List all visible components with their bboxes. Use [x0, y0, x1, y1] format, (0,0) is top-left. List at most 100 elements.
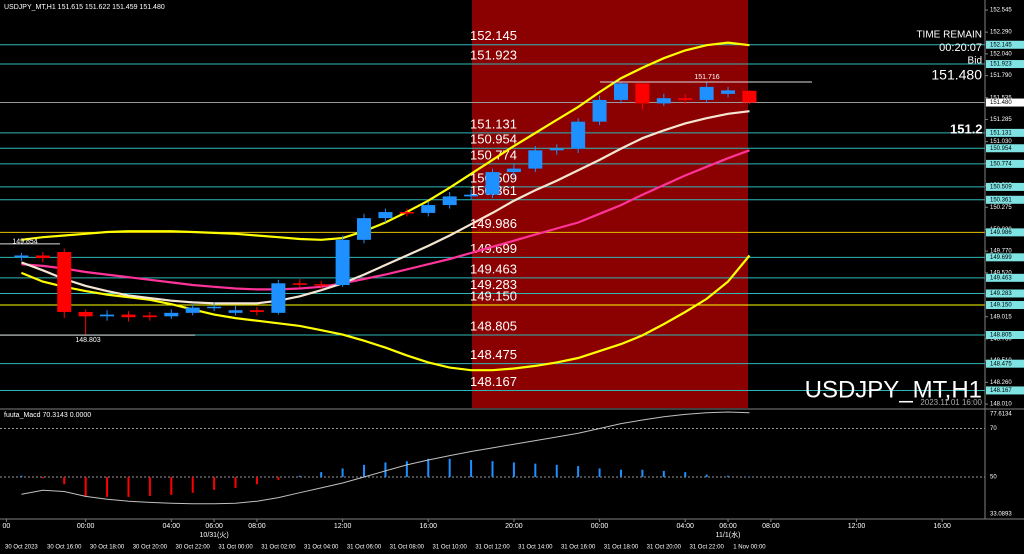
- level-label: 152.145: [470, 28, 517, 43]
- candle-body: [678, 98, 693, 100]
- time-remain: 00:20:07: [939, 42, 982, 54]
- y-tick-label: 148.260: [990, 380, 1012, 386]
- macd-bar: [191, 476, 194, 493]
- x-tick-label: 08:00: [248, 523, 266, 530]
- x-category-label: 31 Oct 18:00: [604, 545, 639, 551]
- macd-tick-label: 70: [990, 426, 997, 432]
- macd-tick-label: 50: [990, 475, 997, 481]
- candle-body: [592, 99, 607, 122]
- level-price-box: [986, 289, 1024, 298]
- level-price-box: [986, 195, 1024, 204]
- annotation-label: 149.854: [12, 239, 37, 246]
- macd-bar: [170, 476, 173, 495]
- x-category-label: 30 Oct 18:00: [90, 545, 125, 551]
- x-category-label: 31 Oct 22:00: [689, 545, 724, 551]
- level-price-label: 152.145: [990, 42, 1012, 48]
- level-price-label: 149.463: [990, 275, 1012, 281]
- x-tick-label: 16:00: [419, 523, 437, 530]
- candle-body: [207, 306, 222, 309]
- level-price-label: 148.167: [990, 388, 1012, 394]
- x-category-label: 1 Nov 00:00: [733, 545, 766, 551]
- candle-body: [57, 252, 72, 312]
- y-tick-label: 151.030: [990, 139, 1012, 145]
- level-label: 149.986: [470, 216, 517, 231]
- x-category-label: 31 Oct 16:00: [561, 545, 596, 551]
- macd-bar: [727, 475, 730, 477]
- level-price-label: 151.131: [990, 130, 1012, 136]
- macd-signal-line: [21, 411, 750, 505]
- candle-body: [549, 148, 564, 151]
- level-price-label: 149.150: [990, 303, 1012, 309]
- candle-body: [357, 218, 372, 240]
- y-tick-label: 148.010: [990, 402, 1012, 408]
- candle-body: [721, 90, 736, 94]
- axes: [0, 0, 1024, 520]
- x-category-label: 30 Oct 20:00: [133, 545, 168, 551]
- level-price-box: [986, 301, 1024, 310]
- date-tick-label: 11/1(水): [716, 530, 741, 539]
- macd-bar: [448, 458, 451, 477]
- x-category-label: 31 Oct 06:00: [347, 545, 382, 551]
- macd-bar: [512, 462, 515, 477]
- macd-bar: [662, 470, 665, 477]
- y-tick-label: 152.290: [990, 30, 1012, 36]
- level-price-box: [986, 331, 1024, 340]
- level-price-label: 148.805: [990, 333, 1012, 339]
- candle-body: [314, 284, 329, 286]
- macd-bar: [255, 476, 258, 485]
- macd-tick-label: 33.0893: [990, 512, 1012, 518]
- candle-body: [571, 121, 586, 149]
- level-price-box: [986, 273, 1024, 282]
- x-category-label: 31 Oct 04:00: [304, 545, 339, 551]
- x-tick-label: 12:00: [334, 523, 352, 530]
- candle-body: [442, 196, 457, 206]
- candle-body: [699, 86, 714, 100]
- macd-bar: [427, 458, 430, 477]
- x-category-label: 31 Oct 14:00: [518, 545, 553, 551]
- candle-body: [506, 168, 521, 173]
- macd-bar: [63, 476, 66, 485]
- level-price-label: 149.986: [990, 230, 1012, 236]
- macd-bar: [234, 476, 237, 488]
- bid-label: Bid: [968, 56, 982, 67]
- level-label: 150.954: [470, 132, 517, 147]
- macd-bar: [555, 464, 558, 477]
- macd-bar: [341, 468, 344, 477]
- date-tick-label: 10/31(火): [200, 531, 229, 539]
- candle-body: [142, 315, 157, 318]
- macd-bar: [320, 472, 323, 477]
- chart-title: USDJPY_MT,H1 151.615 151.622 151.459 151…: [4, 4, 165, 11]
- macd-bar: [641, 469, 644, 477]
- macd-bar: [684, 472, 687, 477]
- macd-bar: [577, 466, 580, 477]
- main-plot: 152.145151.923151.131150.954150.774150.5…: [0, 28, 985, 391]
- macd-bar: [705, 474, 708, 477]
- y-tick-label: 152.545: [990, 8, 1012, 14]
- x-category-label: 31 Oct 20:00: [647, 545, 682, 551]
- macd-bar: [748, 476, 751, 477]
- macd-bar: [84, 476, 87, 497]
- x-tick-label: 16:00: [933, 523, 951, 530]
- indicator-line: [21, 110, 750, 305]
- level-price-box: [986, 359, 1024, 368]
- x-tick-label: 08:00: [762, 523, 780, 530]
- candle-body: [185, 307, 200, 313]
- candle-body: [421, 205, 436, 213]
- y-tick-label: 148.760: [990, 336, 1012, 342]
- bid-price-axis-label: 151.480: [990, 100, 1012, 106]
- level-label: 151.131: [470, 116, 517, 131]
- level-label: 148.475: [470, 347, 517, 362]
- candle-body: [613, 83, 628, 100]
- macd-bar: [405, 461, 408, 477]
- x-category-label: 30 Oct 22:00: [176, 545, 211, 551]
- level-price-label: 148.475: [990, 361, 1012, 367]
- candle-body: [100, 314, 115, 317]
- level-price-box: [986, 40, 1024, 49]
- macd-bar: [384, 462, 387, 477]
- y-tick-label: 151.790: [990, 73, 1012, 79]
- macd-bar: [363, 464, 366, 477]
- level-label: 149.463: [470, 261, 517, 276]
- level-price-label: 151.923: [990, 62, 1012, 68]
- level-price-label: 150.774: [990, 161, 1012, 167]
